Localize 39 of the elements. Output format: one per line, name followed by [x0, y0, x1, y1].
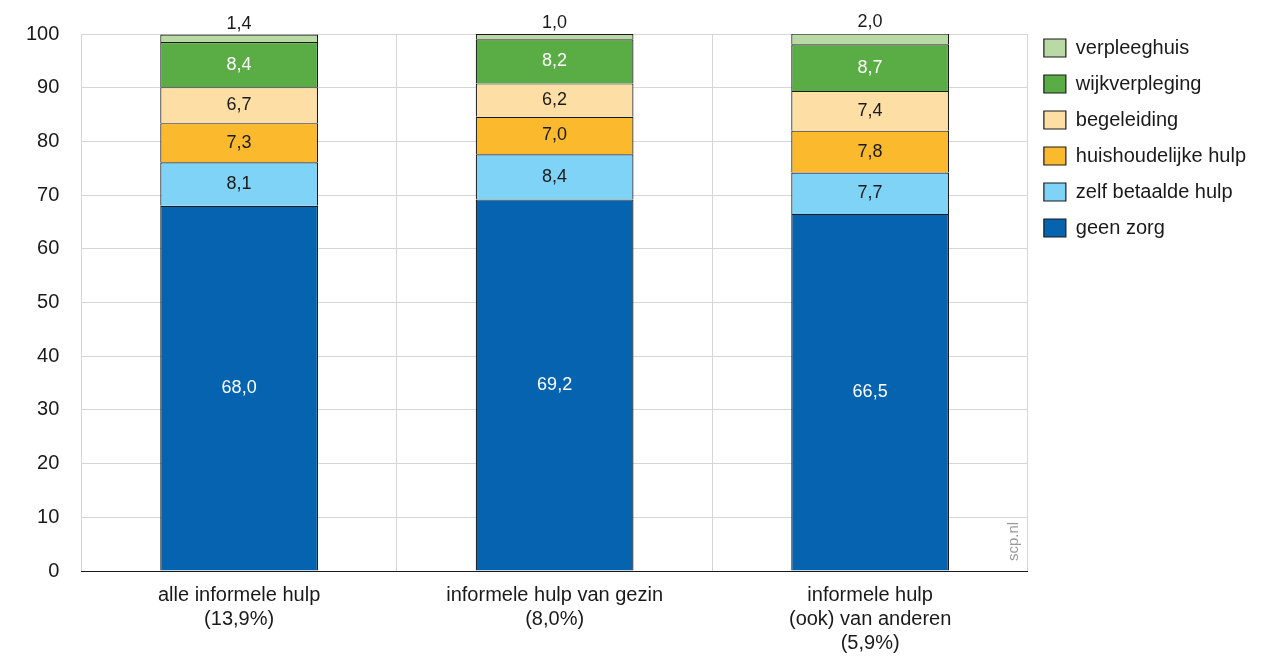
data-label: 69,2 — [537, 373, 573, 394]
data-label: 66,5 — [852, 381, 888, 402]
data-label: 68,0 — [221, 377, 257, 398]
data-label: 6,7 — [226, 94, 252, 115]
y-tick-label: 80 — [37, 128, 60, 151]
y-tick-label: 70 — [37, 182, 60, 205]
legend-label: zelf betaalde hulp — [1075, 179, 1233, 202]
legend-label: wijkverpleging — [1074, 71, 1202, 94]
data-label: 1,0 — [542, 11, 568, 32]
data-label: 6,2 — [542, 89, 568, 110]
y-tick-label: 40 — [37, 343, 60, 366]
data-label: 8,2 — [542, 50, 568, 71]
data-label: 8,4 — [226, 53, 252, 74]
legend-label: verpleeghuis — [1075, 35, 1190, 58]
data-label: 8,4 — [542, 165, 568, 186]
data-label: 7,4 — [857, 99, 883, 120]
y-tick-label: 30 — [37, 397, 60, 420]
data-label: 7,3 — [226, 131, 252, 152]
y-tick-label: 10 — [37, 504, 60, 527]
data-label: 2,0 — [857, 11, 883, 32]
y-tick-label: 20 — [37, 451, 60, 474]
x-tick-label: alle informele hulp (13,9%) — [157, 582, 321, 629]
data-label: 1,4 — [226, 12, 252, 33]
legend-label: geen zorg — [1075, 215, 1165, 238]
annotation: scp.nl — [1004, 521, 1022, 561]
y-tick-label: 50 — [37, 290, 60, 313]
x-tick-label: informele hulp van gezin (8,0%) — [446, 582, 664, 629]
legend-label: begeleiding — [1075, 107, 1179, 130]
data-label: 7,0 — [542, 124, 568, 145]
legend-label: huishoudelijke hulp — [1075, 143, 1247, 166]
x-tick-label: informele hulp (ook) van anderen (5,9%) — [788, 582, 952, 653]
data-label: 8,1 — [226, 173, 252, 194]
data-label: 7,7 — [857, 182, 883, 203]
y-tick-label: 0 — [48, 558, 60, 581]
data-label: 8,7 — [857, 56, 883, 77]
y-tick-label: 100 — [25, 21, 60, 44]
y-tick-label: 60 — [37, 236, 60, 259]
y-tick-label: 90 — [37, 75, 60, 98]
data-label: 7,8 — [857, 140, 883, 161]
